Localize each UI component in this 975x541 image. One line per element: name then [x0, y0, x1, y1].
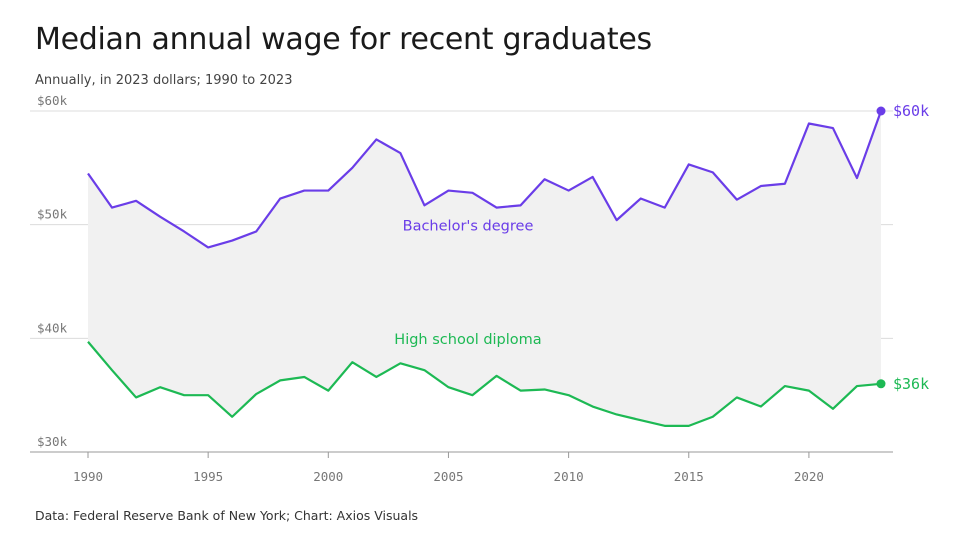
- x-tick-label: 2010: [554, 469, 584, 484]
- series-end-label: $36k: [893, 375, 929, 393]
- x-tick-label: 2015: [674, 469, 704, 484]
- series-line-high-school-diploma: [87, 341, 882, 427]
- x-tick-label: 2005: [433, 469, 463, 484]
- x-tick-label: 1990: [73, 469, 103, 484]
- x-tick-label: 2000: [313, 469, 343, 484]
- chart-subtitle: Annually, in 2023 dollars; 1990 to 2023: [35, 73, 293, 88]
- series-lines: [87, 106, 886, 427]
- y-tick-label: $50k: [37, 207, 68, 222]
- chart-title: Median annual wage for recent graduates: [35, 22, 652, 57]
- series-name-label: Bachelor's degree: [403, 218, 534, 234]
- x-axis: 1990 1995 2000 2005 2010 2015 2020: [73, 452, 824, 484]
- y-tick-label: $60k: [37, 93, 68, 108]
- series-name-label: High school diploma: [394, 332, 541, 348]
- y-tick-label: $30k: [37, 434, 68, 449]
- source-note: Data: Federal Reserve Bank of New York; …: [35, 508, 419, 523]
- y-axis: $30k $40k $50k $60k: [37, 93, 68, 449]
- series-end-point: [876, 379, 886, 389]
- series-labels: $60k Bachelor's degree $36k High school dip…: [394, 102, 929, 393]
- y-tick-label: $40k: [37, 320, 68, 335]
- series-line-bachelors-degree: [87, 110, 883, 249]
- shaded-gap-area: [88, 111, 881, 426]
- series-end-label: $60k: [893, 102, 929, 120]
- series-end-point: [876, 106, 886, 116]
- x-tick-label: 1995: [193, 469, 223, 484]
- x-tick-label: 2020: [794, 469, 824, 484]
